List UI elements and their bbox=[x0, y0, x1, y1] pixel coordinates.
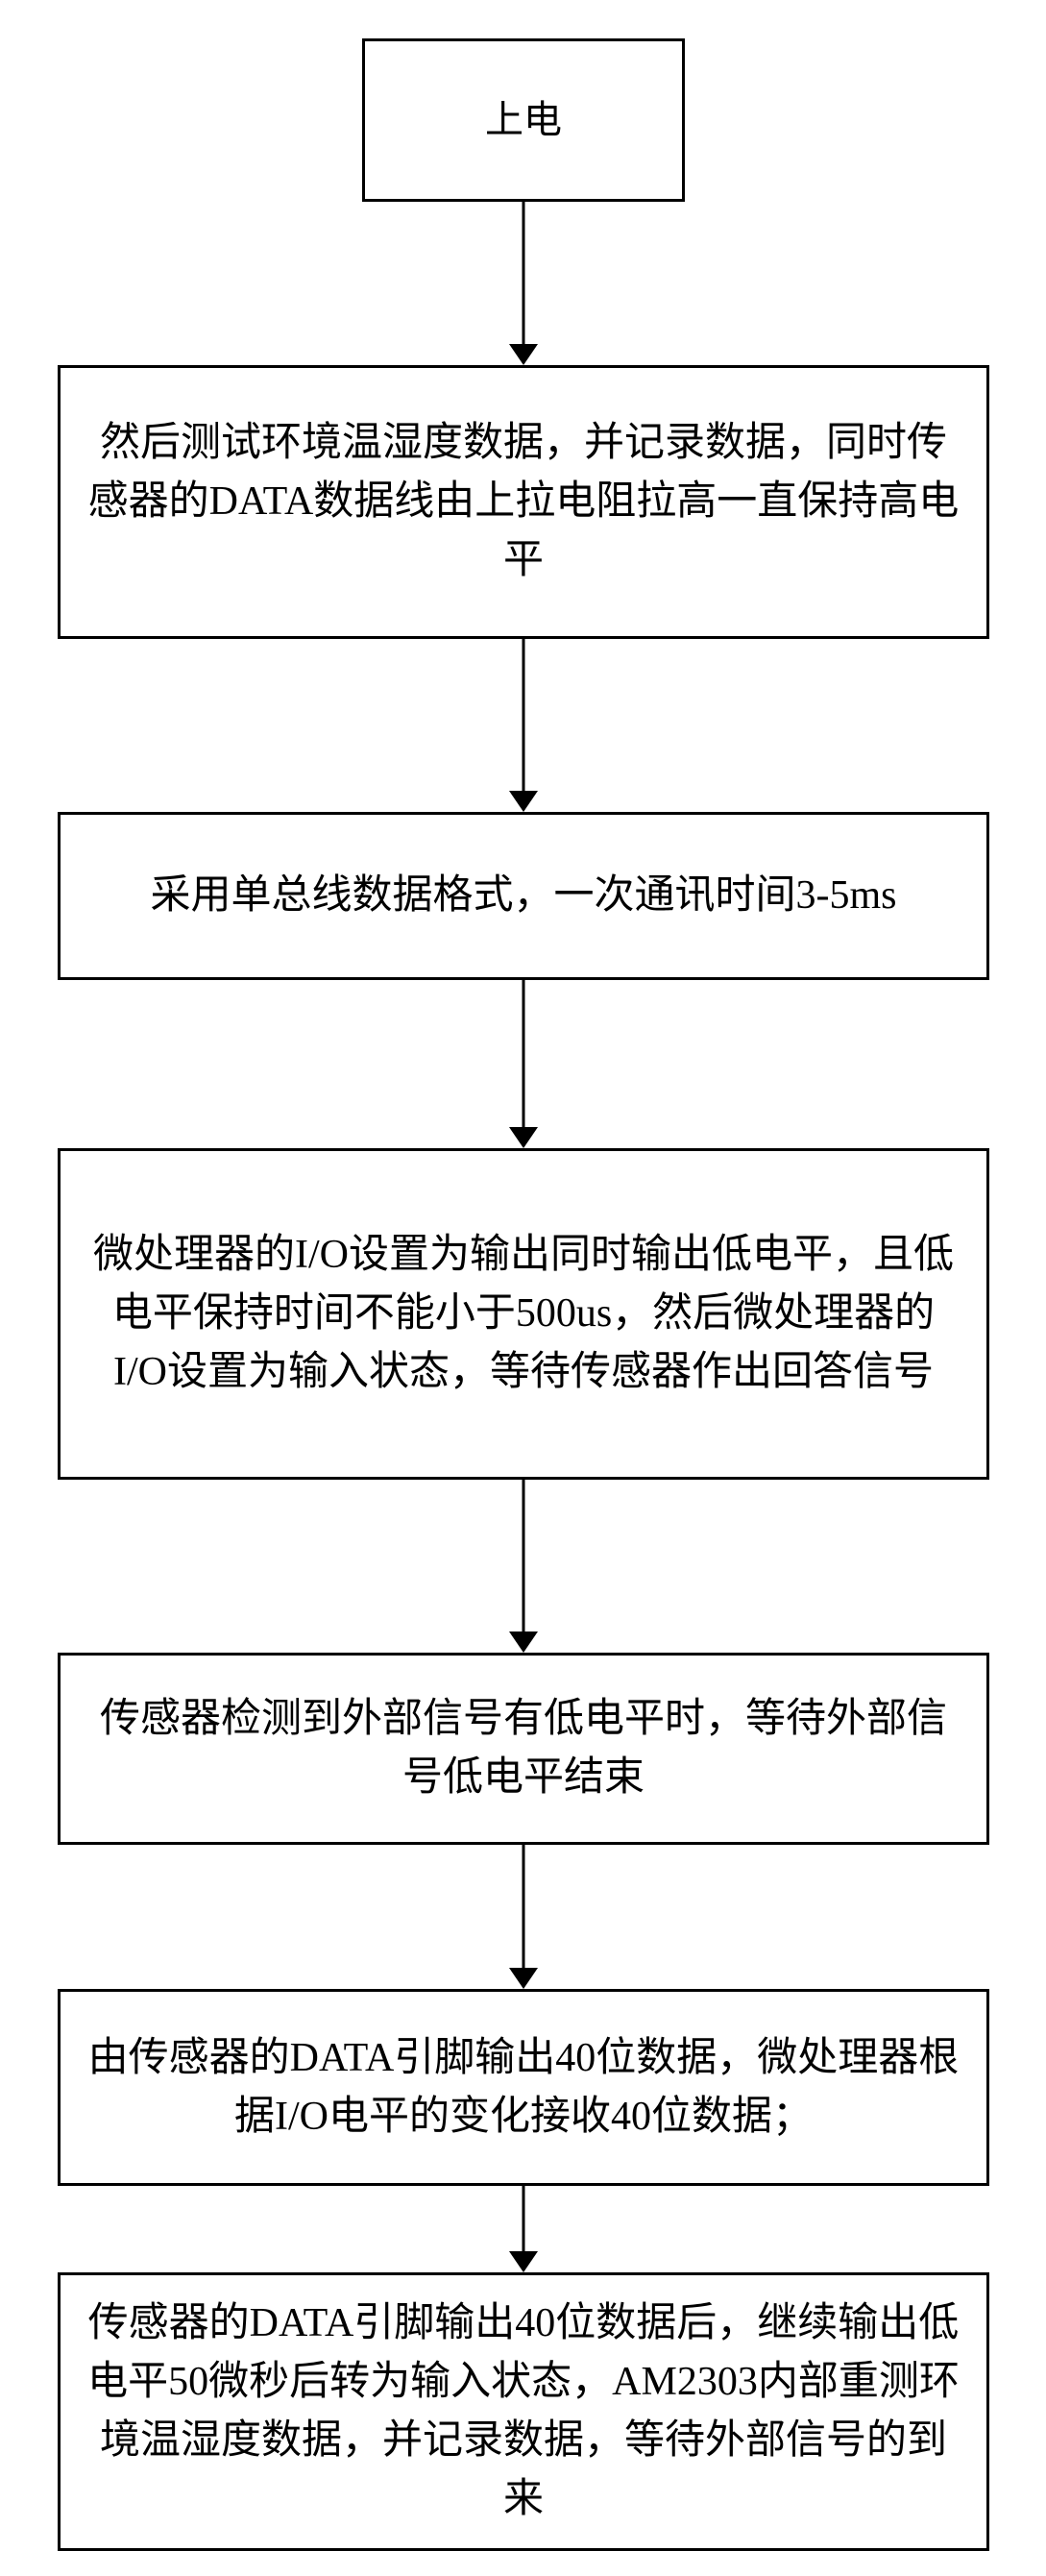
flow-edge-line-4 bbox=[522, 1845, 524, 1968]
flow-edge-arrowhead-1 bbox=[509, 791, 538, 812]
flow-edge-line-3 bbox=[522, 1480, 524, 1631]
flow-edge-arrowhead-2 bbox=[509, 1127, 538, 1148]
flow-edge-arrowhead-3 bbox=[509, 1631, 538, 1653]
flow-edge-line-0 bbox=[522, 202, 524, 344]
flow-edge-arrowhead-4 bbox=[509, 1968, 538, 1989]
flow-edge-arrowhead-5 bbox=[509, 2251, 538, 2272]
flow-node-n3: 采用单总线数据格式，一次通讯时间3-5ms bbox=[58, 812, 989, 980]
flow-edge-line-2 bbox=[522, 980, 524, 1127]
flowchart-canvas: 上电然后测试环境温湿度数据，并记录数据，同时传感器的DATA数据线由上拉电阻拉高… bbox=[0, 0, 1046, 2576]
flow-edge-line-1 bbox=[522, 639, 524, 791]
flow-node-n5: 传感器检测到外部信号有低电平时，等待外部信号低电平结束 bbox=[58, 1653, 989, 1845]
flow-node-n6: 由传感器的DATA引脚输出40位数据，微处理器根据I/O电平的变化接收40位数据… bbox=[58, 1989, 989, 2186]
flow-node-n2: 然后测试环境温湿度数据，并记录数据，同时传感器的DATA数据线由上拉电阻拉高一直… bbox=[58, 365, 989, 639]
flow-node-n7: 传感器的DATA引脚输出40位数据后，继续输出低电平50微秒后转为输入状态，AM… bbox=[58, 2272, 989, 2551]
flow-edge-line-5 bbox=[522, 2186, 524, 2251]
flow-node-n1: 上电 bbox=[362, 38, 685, 202]
flow-edge-arrowhead-0 bbox=[509, 344, 538, 365]
flow-node-n4: 微处理器的I/O设置为输出同时输出低电平，且低电平保持时间不能小于500us，然… bbox=[58, 1148, 989, 1480]
